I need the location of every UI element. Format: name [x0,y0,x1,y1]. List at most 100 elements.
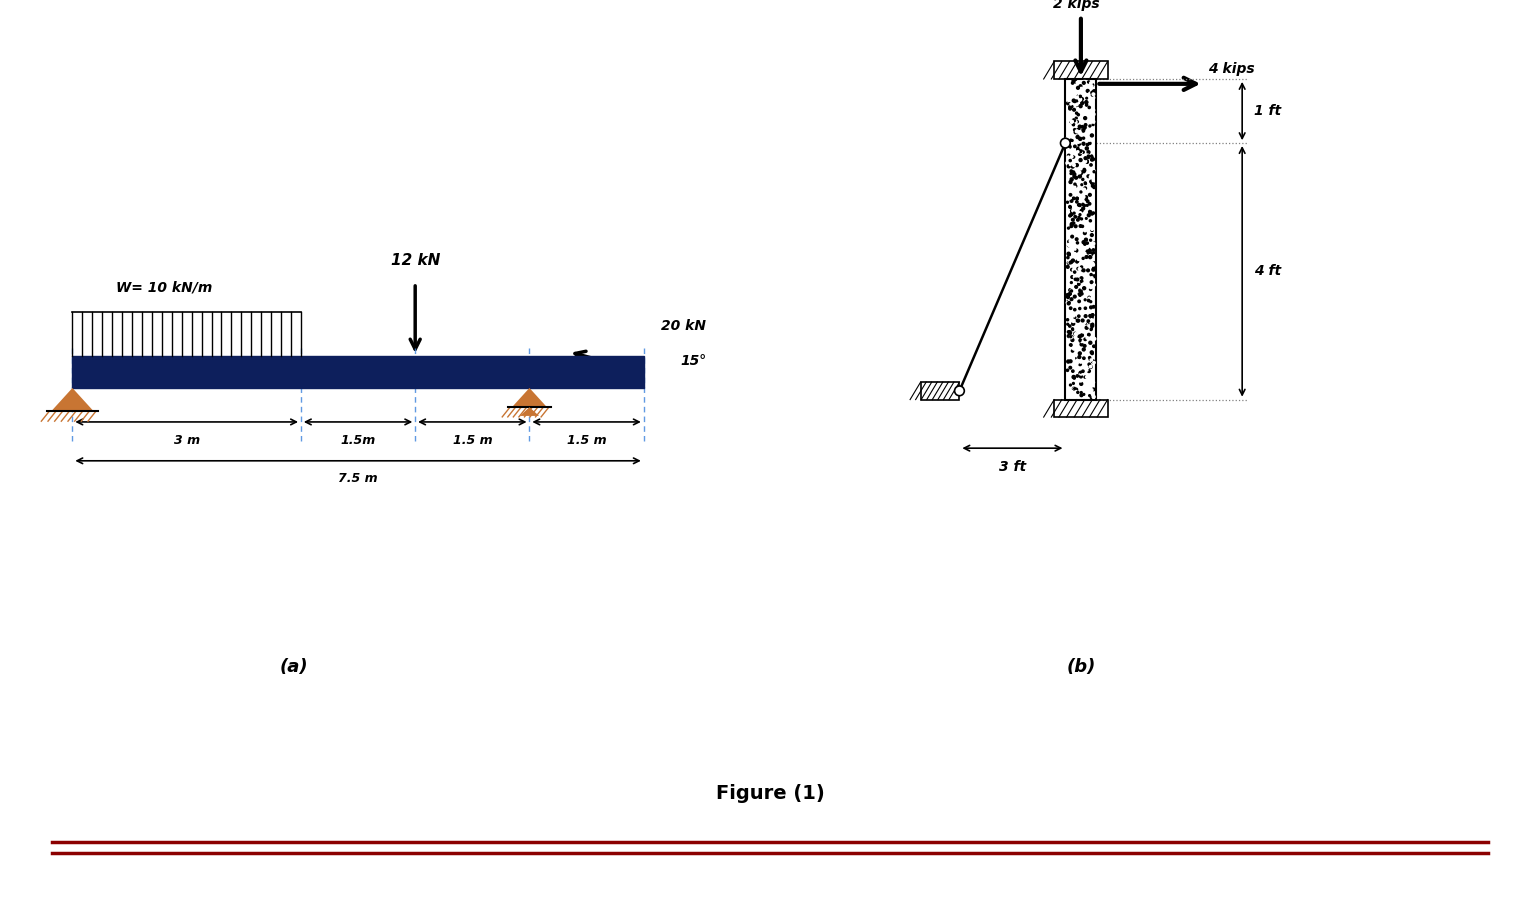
Point [1073,118,1098,132]
Point [1066,231,1090,245]
Point [1055,96,1080,110]
Point [1078,75,1103,90]
Point [1070,145,1095,159]
Point [1061,156,1086,171]
Point [1073,318,1098,332]
Point [1067,345,1092,359]
Point [1058,286,1083,301]
Point [1078,360,1103,374]
Point [1078,174,1103,189]
Point [1070,198,1095,212]
Point [1058,133,1083,147]
Point [1055,251,1080,265]
Point [1083,269,1107,284]
Circle shape [1061,138,1070,148]
Text: 1.5m: 1.5m [340,434,376,446]
Point [1056,325,1081,339]
Point [1069,145,1093,159]
Point [1063,269,1087,284]
Point [1076,169,1101,183]
Point [1067,274,1092,288]
Point [1055,313,1080,327]
Point [1056,247,1081,261]
Point [1076,314,1101,329]
Point [1072,74,1096,88]
Point [1072,167,1096,181]
Point [1070,328,1095,342]
Point [1058,301,1083,315]
Text: 1.5 m: 1.5 m [453,434,493,446]
Point [1072,342,1096,357]
Text: Figure (1): Figure (1) [716,784,824,803]
Point [1064,119,1089,133]
Point [1067,88,1092,102]
Point [1080,383,1104,397]
Point [1069,99,1093,113]
Point [1081,107,1106,121]
Point [1078,389,1103,403]
Point [1058,360,1083,374]
Point [1061,213,1086,227]
Point [1069,366,1093,381]
Point [1061,159,1086,173]
Point [1069,89,1093,103]
Point [1070,313,1095,328]
Point [1060,262,1084,277]
Point [1060,100,1084,114]
Point [1080,176,1104,190]
Point [1064,224,1089,239]
Point [1063,305,1087,320]
Text: W= 10 kN/m: W= 10 kN/m [116,281,213,295]
Point [1061,170,1086,184]
Point [1064,171,1089,185]
Point [1078,295,1103,309]
Point [1060,283,1084,297]
Point [1061,370,1086,384]
Point [1066,101,1090,115]
Point [1061,322,1086,337]
Point [1070,324,1095,339]
Point [1067,216,1092,230]
Point [1080,222,1104,236]
Point [1080,313,1104,327]
Point [1061,123,1086,137]
Point [1063,180,1087,195]
Point [1063,382,1087,396]
Point [1081,274,1106,288]
Point [1061,247,1086,261]
Point [1073,181,1098,196]
Point [1067,146,1092,161]
Point [1067,207,1092,222]
Point [1060,172,1084,187]
Point [1061,203,1086,217]
Point [1063,177,1087,191]
Point [1078,282,1103,296]
Point [1056,295,1081,309]
Point [1073,250,1098,264]
Point [1063,303,1087,317]
Point [1081,177,1106,191]
Point [1072,191,1096,206]
Point [1055,195,1080,209]
Point [1058,233,1083,248]
Point [1064,191,1089,206]
Point [1069,204,1093,218]
Point [1056,142,1081,156]
Point [1060,114,1084,128]
Point [1067,283,1092,297]
Point [1078,243,1103,258]
Point [1067,119,1092,134]
Point [1078,170,1103,184]
Point [1081,300,1106,314]
Point [1067,273,1092,287]
Point [1055,156,1080,171]
Point [1080,319,1104,333]
Point [1063,167,1087,181]
Point [1056,295,1081,309]
Point [1058,139,1083,154]
Point [1066,121,1090,136]
Point [1067,288,1092,303]
Point [1070,355,1095,369]
Point [1061,93,1086,108]
Point [1066,182,1090,197]
